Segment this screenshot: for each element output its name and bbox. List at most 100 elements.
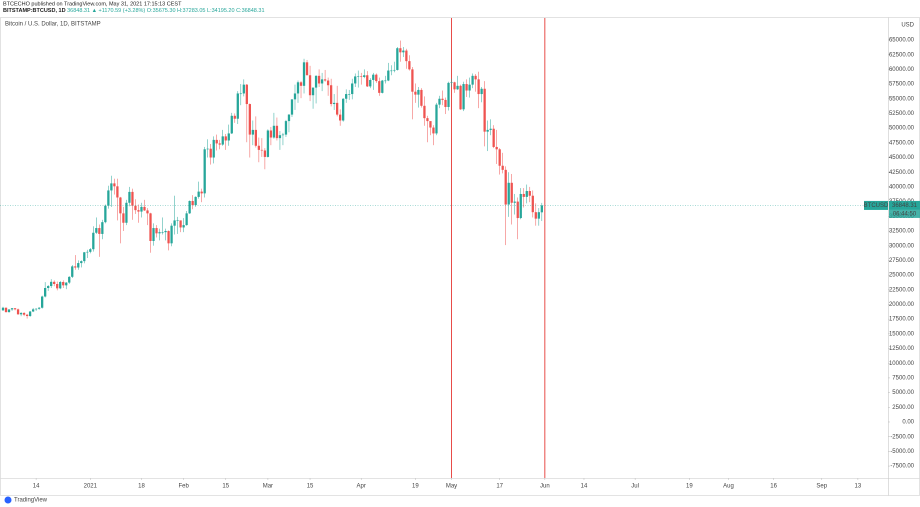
x-tick-label: Aug [723, 484, 734, 490]
y-tick-label: 7500.00 [892, 375, 914, 381]
x-tick-label: 17 [496, 484, 503, 490]
candle-body [31, 309, 35, 312]
candle-body [203, 149, 206, 194]
symbol-label: BTCUSD [864, 203, 889, 209]
candle-body [68, 276, 71, 283]
candle-body [13, 308, 17, 310]
change: +1170.59 (+3.28%) [99, 8, 146, 14]
candle-body [16, 309, 20, 315]
candle-body [44, 287, 47, 297]
candle-body [158, 232, 161, 234]
candle-body [107, 190, 110, 206]
candle-body [414, 91, 417, 95]
candle-body [453, 82, 456, 90]
candle-body [444, 99, 447, 107]
candle-body [459, 85, 462, 110]
y-tick-label: 27500.00 [889, 258, 915, 264]
candle-body [200, 191, 203, 194]
candle-body [113, 183, 116, 187]
candles [1, 40, 543, 319]
candle-body [37, 307, 41, 309]
candle-body [378, 81, 381, 93]
candle-body [260, 149, 264, 151]
symbol: BITSTAMP:BTCUSD, 1D [3, 8, 66, 14]
x-tick-label: 2021 [84, 484, 98, 490]
candle-body [360, 76, 363, 78]
y-tick-label: 57500.00 [889, 82, 915, 88]
candle-body [110, 183, 113, 191]
candle-body [22, 312, 26, 315]
candle-body [143, 206, 146, 211]
candle-body [408, 61, 411, 70]
candle-body [230, 115, 233, 134]
candle-body [317, 75, 321, 84]
candle-body [122, 213, 125, 223]
candle-body [65, 282, 68, 286]
candle-body [80, 261, 83, 264]
y-tick-label: 55000.00 [889, 96, 915, 102]
y-tick-label: 22500.00 [889, 287, 915, 293]
logo-icon [4, 496, 12, 504]
candle-body [462, 84, 465, 110]
candle-body [77, 263, 80, 268]
candle-body [71, 266, 74, 277]
y-tick-label: 15000.00 [889, 331, 915, 337]
y-tick-label: 52500.00 [889, 111, 915, 117]
candle-body [59, 281, 62, 289]
candle-body [188, 201, 191, 214]
candle-body [56, 283, 59, 289]
y-tick-label: 20000.00 [889, 302, 915, 308]
candle-body [522, 193, 525, 197]
candle-body [28, 311, 32, 317]
candle-body [354, 76, 357, 84]
y-tick-label: 42500.00 [889, 170, 915, 176]
y-tick-label: 2500.00 [892, 405, 914, 411]
candle-body [471, 75, 474, 85]
x-tick-label: 13 [855, 484, 862, 490]
candle-body [342, 98, 345, 121]
symbol-label-box [864, 200, 888, 210]
candle-body [489, 128, 492, 130]
candle-body [137, 210, 140, 212]
candle-body [537, 212, 540, 219]
candle-body [363, 75, 366, 78]
candle-body [293, 93, 297, 100]
y-tick-label: 60000.00 [889, 67, 915, 73]
header-legend: BITSTAMP:BTCUSD, 1D 36848.31 ▲ +1170.59 … [3, 8, 265, 14]
candle-body [4, 307, 8, 313]
candle-body [348, 94, 351, 95]
x-tick-label: Jun [540, 484, 550, 490]
candle-body [302, 62, 306, 86]
x-tick-label: 14 [581, 484, 588, 490]
candle-body [284, 121, 288, 135]
candle-body [495, 146, 498, 150]
candle-body [369, 79, 372, 87]
candle-body [417, 89, 420, 95]
countdown-box [889, 209, 920, 218]
y-axis-unit: USD [901, 23, 914, 29]
candle-body [239, 93, 242, 95]
candle-body [152, 228, 155, 241]
x-tick-label: Apr [357, 484, 366, 490]
candle-body [402, 50, 405, 53]
candle-body [257, 145, 261, 150]
y-tick-label: 32500.00 [889, 229, 915, 235]
candle-body [7, 309, 11, 313]
candle-body [351, 83, 354, 95]
candle-body [173, 220, 176, 226]
candle-body [242, 84, 245, 94]
candle-body [320, 79, 324, 84]
candle-body [62, 281, 65, 286]
candle-body [393, 69, 396, 71]
candle-body [299, 82, 303, 86]
candle-body [248, 104, 251, 135]
candle-body [519, 193, 522, 219]
candle-body [405, 50, 408, 62]
candle-body [170, 225, 173, 244]
candle-body [429, 121, 432, 128]
x-tick-label: 19 [412, 484, 419, 490]
candle-body [10, 308, 14, 310]
candle-body [254, 129, 258, 146]
x-tick-label: 18 [138, 484, 145, 490]
candle-body [528, 191, 531, 196]
